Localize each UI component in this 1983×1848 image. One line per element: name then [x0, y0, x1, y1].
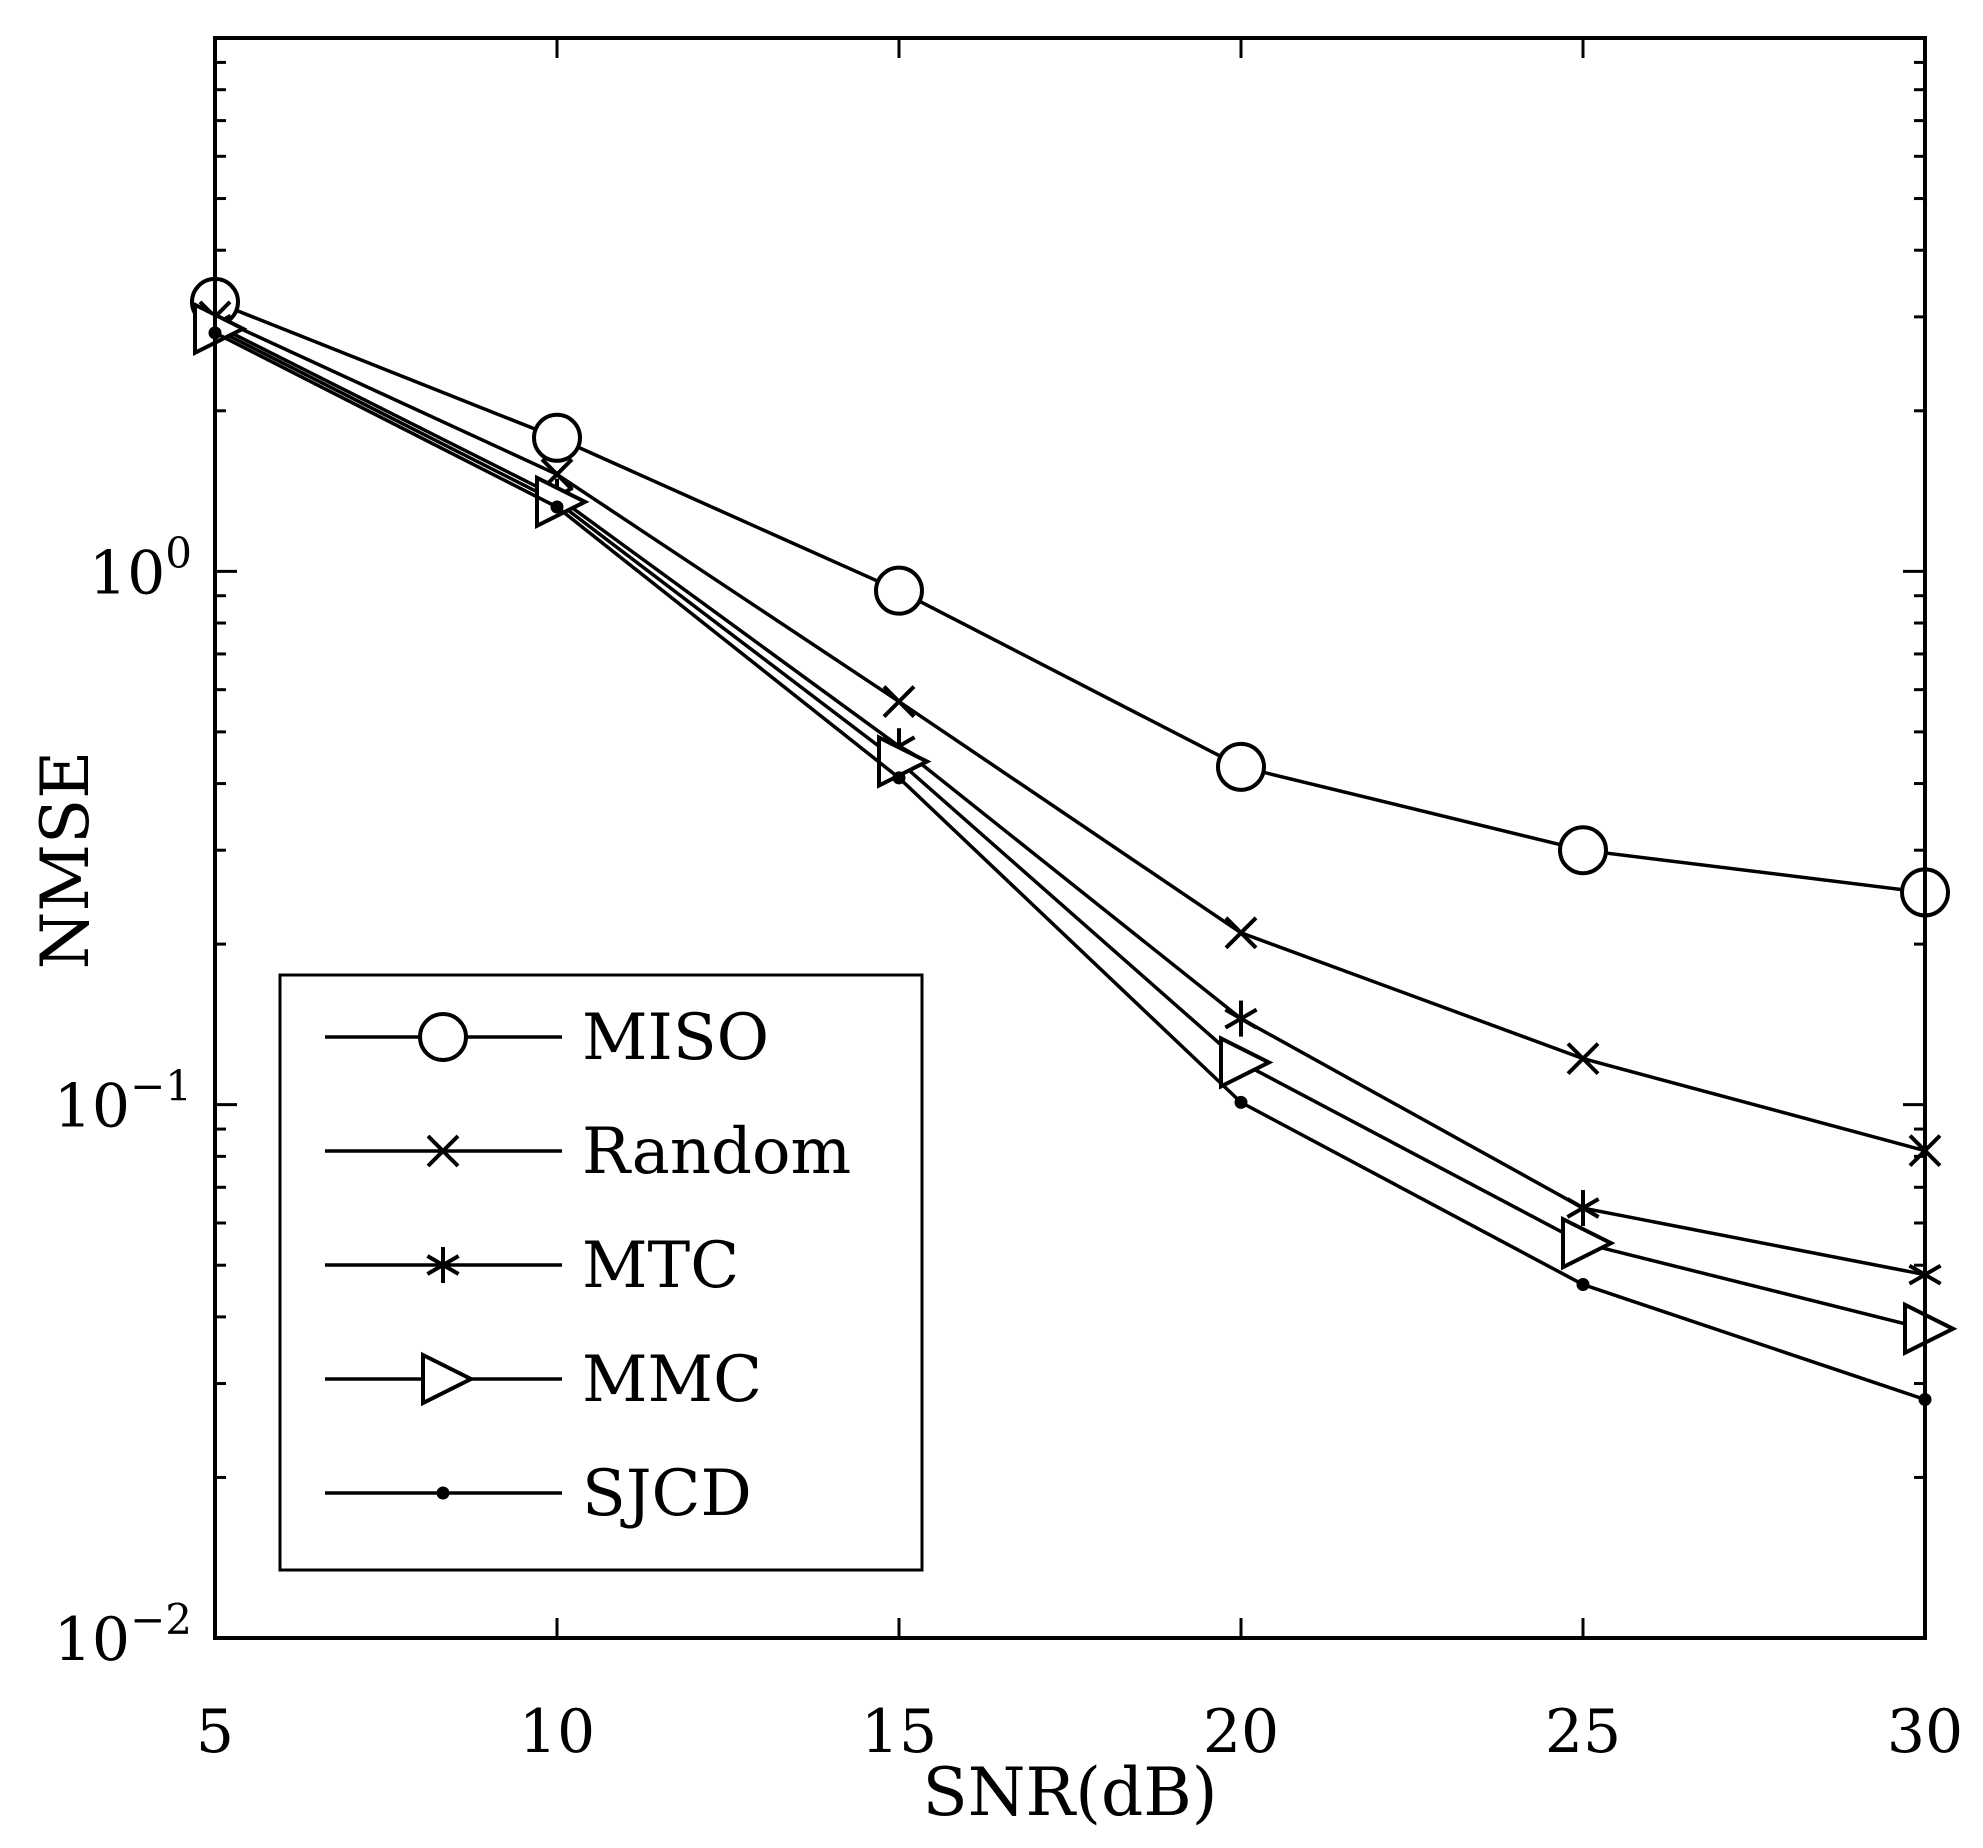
y-tick-label: 10−1 — [54, 1062, 192, 1142]
series-random-marker — [1224, 916, 1258, 950]
series-miso-marker — [874, 565, 924, 616]
legend-box — [278, 973, 924, 1572]
legend-item-mmc: MMC — [325, 1343, 762, 1417]
legend-marker-mtc — [426, 1247, 460, 1283]
series-mmc-marker — [1561, 1215, 1616, 1271]
legend-marker-mmc — [421, 1351, 476, 1407]
series-sjcd-marker — [1234, 1095, 1248, 1109]
legend: MISO Random MTC MMC SJCD — [278, 973, 924, 1572]
x-tick-label: 30 — [1887, 1697, 1963, 1767]
legend-marker-random — [426, 1134, 460, 1168]
series-mmc-marker — [1219, 1035, 1274, 1090]
series-mtc-marker-stroke — [1224, 1007, 1258, 1030]
series-miso-marker — [1558, 825, 1608, 876]
legend-label-mmc: MMC — [582, 1343, 762, 1417]
y-tick-label: 10−2 — [54, 1595, 192, 1675]
series-random-marker — [882, 685, 916, 718]
legend-label-mtc: MTC — [582, 1229, 739, 1303]
legend-marker-random-stroke — [426, 1134, 460, 1168]
x-tick-label: 15 — [861, 1697, 937, 1767]
series-mmc-line — [214, 327, 1926, 1331]
series-random-line — [214, 315, 1926, 1153]
series-sjcd-marker — [892, 771, 906, 785]
series-miso — [190, 276, 1950, 918]
series-miso-line — [214, 300, 1926, 895]
series-mmc — [193, 301, 1958, 1357]
series-sjcd-line — [214, 331, 1926, 1402]
legend-marker-mtc-stroke — [426, 1254, 460, 1276]
series-random-marker-stroke — [1566, 1042, 1600, 1076]
legend-item-sjcd: SJCD — [325, 1457, 752, 1531]
legend-label-random: Random — [582, 1115, 851, 1189]
x-tick-label: 25 — [1545, 1697, 1621, 1767]
series-random-marker-stroke — [882, 685, 916, 718]
x-tick-label: 5 — [196, 1697, 234, 1767]
series-mtc-marker-stroke — [1566, 1197, 1600, 1219]
y-tick-label: 100 — [89, 528, 192, 608]
x-tick-label: 10 — [519, 1697, 595, 1767]
series-mmc-marker — [1903, 1301, 1958, 1357]
legend-item-miso: MISO — [325, 1001, 769, 1075]
series-mtc-marker — [1566, 1190, 1600, 1227]
legend-marker-miso — [418, 1012, 468, 1062]
series-miso-marker — [1216, 741, 1266, 792]
series-mmc-marker — [535, 474, 590, 530]
series-sjcd — [208, 326, 1932, 1407]
plot-frame — [213, 36, 1927, 1640]
series-random-marker — [1566, 1042, 1600, 1076]
series-sjcd-marker — [550, 500, 564, 514]
legend-marker-sjcd — [436, 1486, 450, 1500]
series-miso-marker — [532, 412, 582, 463]
legend-item-mtc: MTC — [325, 1229, 739, 1303]
series-mtc-line — [214, 323, 1926, 1277]
legend-label-sjcd: SJCD — [582, 1457, 752, 1531]
x-axis-title: SNR(dB) — [923, 1754, 1218, 1831]
y-axis-title: NMSE — [27, 751, 104, 970]
series-mtc-marker — [1224, 1000, 1258, 1037]
series-sjcd-marker — [1576, 1278, 1590, 1292]
legend-label-miso: MISO — [582, 1001, 769, 1075]
x-tick-label: 20 — [1203, 1697, 1279, 1767]
series-random-marker-stroke — [1224, 916, 1258, 950]
legend-item-random: Random — [325, 1115, 851, 1189]
